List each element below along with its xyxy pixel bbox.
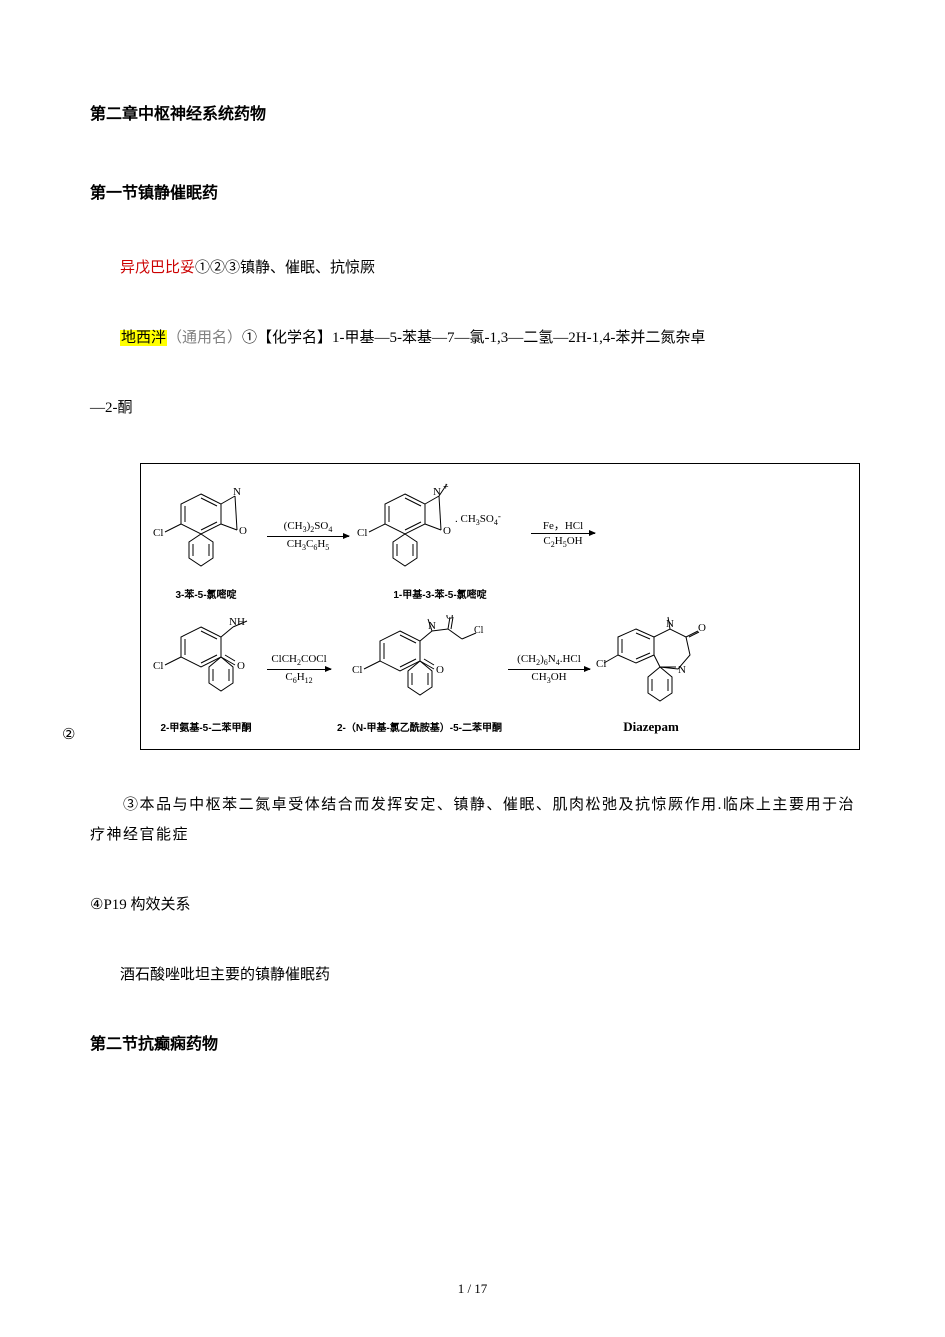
molecule-4: Cl N O Cl O 2-（N-甲基-氯乙酰胺基）-5-二苯甲酮: [337, 615, 502, 734]
reagent-text: CH3C6H5: [287, 538, 330, 553]
svg-text:Cl: Cl: [474, 625, 484, 636]
molecule-3: Cl NH O 2-甲氨基-5-二苯甲酮: [151, 615, 261, 734]
svg-text:N: N: [433, 486, 441, 498]
svg-text:O: O: [239, 525, 247, 537]
structure-icon: Cl N + O . CH3SO4-: [355, 482, 525, 582]
chemical-name-text: ①【化学名】1-甲基—5-苯基—7—氯-1,3—二氢—2H-1,4-苯并二氮杂卓: [242, 330, 705, 346]
molecule-label: 2-甲氨基-5-二苯甲酮: [160, 719, 251, 734]
reaction-scheme-wrap: Cl N O 3-苯-5-氯嘧啶 (CH3)2SO4 CH3C6H5: [90, 463, 855, 750]
reaction-scheme-box: Cl N O 3-苯-5-氯嘧啶 (CH3)2SO4 CH3C6H5: [140, 463, 860, 750]
paragraph-amobarbital: 异戊巴比妥①②③镇静、催眠、抗惊厥: [90, 253, 855, 283]
reagent-text: (CH3)2SO4: [284, 520, 333, 535]
reagent-text: C2H5OH: [543, 535, 582, 550]
svg-text:O: O: [443, 525, 451, 537]
page-footer: 1 / 17: [0, 1281, 945, 1297]
svg-text:Cl: Cl: [357, 527, 367, 539]
svg-text:Cl: Cl: [352, 664, 362, 676]
section-title-2: 第二节抗癫痫药物: [90, 1030, 855, 1054]
svg-text:N: N: [428, 620, 436, 632]
reagent-text: (CH2)6N4.HCl: [517, 653, 581, 668]
structure-icon: Cl NH O: [151, 615, 261, 715]
molecule-label: Diazepam: [623, 719, 679, 735]
svg-text:Cl: Cl: [153, 527, 163, 539]
text-span: ①②③镇静、催眠、抗惊厥: [195, 260, 375, 276]
paragraph-pharmacology: ③本品与中枢苯二氮卓受体结合而发挥安定、镇静、催眠、肌肉松弛及抗惊厥作用.临床上…: [90, 790, 855, 850]
svg-text:N: N: [666, 618, 674, 630]
reaction-row-1: Cl N O 3-苯-5-氯嘧啶 (CH3)2SO4 CH3C6H5: [151, 482, 849, 601]
drug-name-red: 异戊巴比妥: [120, 260, 195, 276]
svg-text:N: N: [233, 486, 241, 498]
reaction-arrow-2: Fe，HCl C2H5OH: [531, 520, 595, 550]
reaction-arrow-3: ClCH2COCl C6H12: [267, 653, 331, 686]
chapter-title: 第二章中枢神经系统药物: [90, 100, 855, 124]
chemical-name-cont: —2-酮: [90, 393, 855, 423]
reagent-text: C6H12: [285, 671, 312, 686]
paragraph-sar: ④P19 构效关系: [90, 890, 855, 920]
molecule-2: Cl N + O . CH3SO4- 1-甲基-3-苯-5-氯嘧啶: [355, 482, 525, 601]
molecule-label: 3-苯-5-氯嘧啶: [175, 586, 236, 601]
svg-text:N: N: [678, 664, 686, 676]
reagent-text: CH3OH: [531, 671, 566, 686]
svg-text:+: +: [443, 482, 449, 493]
circled-number-2: ②: [62, 725, 75, 744]
svg-text:O: O: [698, 622, 706, 634]
molecule-label: 1-甲基-3-苯-5-氯嘧啶: [393, 586, 486, 601]
structure-icon: Cl N O N: [596, 615, 706, 715]
svg-text:O: O: [237, 660, 245, 672]
structure-icon: Cl N O: [151, 482, 261, 582]
svg-text:NH: NH: [229, 616, 245, 628]
section-title-1: 第一节镇静催眠药: [90, 179, 855, 203]
drug-name-highlight: 地西泮: [120, 330, 167, 346]
svg-text:. CH3SO4-: . CH3SO4-: [455, 511, 501, 527]
reagent-text: Fe，HCl: [543, 520, 583, 532]
svg-text:O: O: [436, 664, 444, 676]
reaction-arrow-4: (CH2)6N4.HCl CH3OH: [508, 653, 590, 686]
reagent-text: ClCH2COCl: [271, 653, 326, 668]
generic-name-gray: （通用名）: [167, 330, 242, 346]
reaction-arrow-1: (CH3)2SO4 CH3C6H5: [267, 520, 349, 553]
reaction-row-2: Cl NH O 2-甲氨基-5-二苯甲酮 ClCH2COCl C6H12: [151, 615, 849, 735]
paragraph-zolpidem: 酒石酸唑吡坦主要的镇静催眠药: [90, 960, 855, 990]
paragraph-diazepam-name: 地西泮（通用名）①【化学名】1-甲基—5-苯基—7—氯-1,3—二氢—2H-1,…: [90, 323, 855, 353]
molecule-1: Cl N O 3-苯-5-氯嘧啶: [151, 482, 261, 601]
svg-text:Cl: Cl: [596, 658, 606, 670]
molecule-diazepam: Cl N O N Diazepam: [596, 615, 706, 735]
molecule-label: 2-（N-甲基-氯乙酰胺基）-5-二苯甲酮: [337, 719, 502, 734]
svg-text:O: O: [446, 615, 453, 622]
svg-text:Cl: Cl: [153, 660, 163, 672]
structure-icon: Cl N O Cl O: [350, 615, 490, 715]
